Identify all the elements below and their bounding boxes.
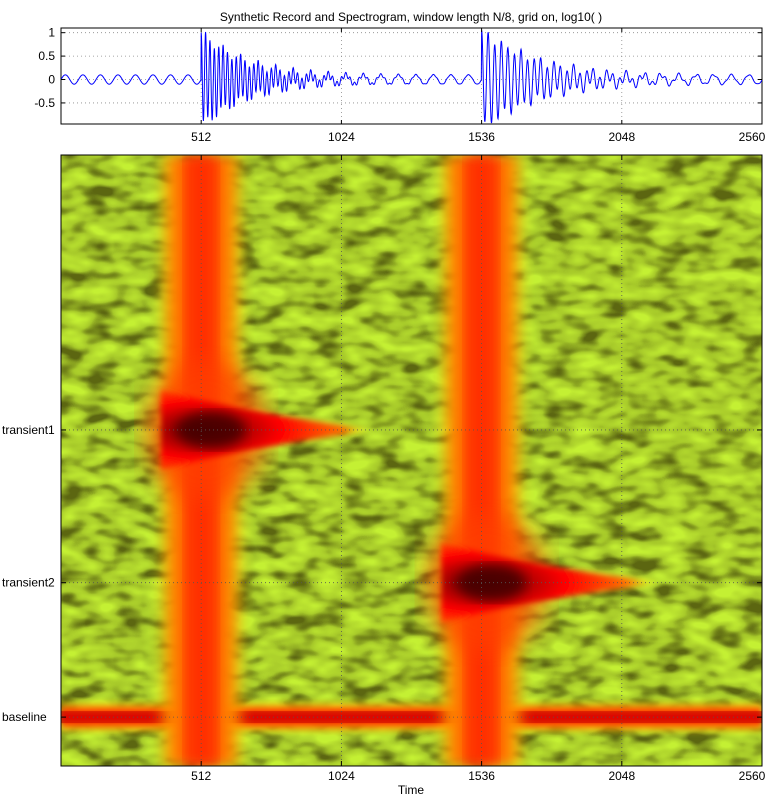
spectrogram-x-tick-label: 512 [191, 769, 211, 783]
waveform-x-tick-label: 1024 [328, 130, 355, 144]
waveform-x-tick-label: 1536 [468, 130, 495, 144]
waveform-y-tick-label: 0.5 [38, 49, 55, 63]
figure-title: Synthetic Record and Spectrogram, window… [220, 10, 602, 24]
waveform-y-ticks: -0.5 0 0.5 1 [34, 26, 762, 110]
spectrogram-x-label: Time [398, 783, 425, 797]
spectrogram-x-tick-label: 2560 [739, 769, 766, 783]
waveform-y-tick-label: 0 [48, 73, 55, 87]
waveform-x-tick-label: 512 [191, 130, 211, 144]
tone-streak [441, 542, 664, 623]
spectrogram-y-tick-label: transient2 [2, 576, 55, 590]
waveform-x-tick-label: 2048 [608, 130, 635, 144]
waveform-x-ticks: 512 1024 1536 2048 2560 [191, 28, 766, 144]
spectrogram-y-tick-label: baseline [2, 710, 47, 724]
spectrogram-x-tick-label: 1024 [328, 769, 355, 783]
spectrogram-x-tick-label: 2048 [608, 769, 635, 783]
spectrogram-y-tick-label: transient1 [2, 423, 55, 437]
spectrogram-y-ticks: transient1 transient2 baseline [2, 423, 762, 724]
spectrogram-x-ticks: 512 1024 1536 2048 2560 [191, 155, 766, 783]
spectrogram-image [61, 155, 762, 766]
tone-core [177, 411, 246, 448]
waveform-y-tick-label: -0.5 [34, 96, 55, 110]
tone-streak [161, 389, 376, 470]
burst-column-core [465, 155, 498, 766]
tone-core [457, 564, 526, 601]
spectrogram-axes: 512 1024 1536 2048 2560 transient1 transient2… [2, 154, 766, 797]
spectrogram-grid [61, 155, 762, 766]
waveform-y-tick-label: 1 [48, 26, 55, 40]
waveform-axes: 512 1024 1536 2048 2560 -0.5 0 0.5 1 [34, 26, 765, 144]
waveform-plot-area [60, 27, 763, 125]
waveform-x-tick-label: 2560 [739, 130, 766, 144]
spectrogram-x-tick-label: 1536 [468, 769, 495, 783]
waveform-line [61, 30, 762, 124]
spectrogram-plot-area [60, 154, 763, 767]
